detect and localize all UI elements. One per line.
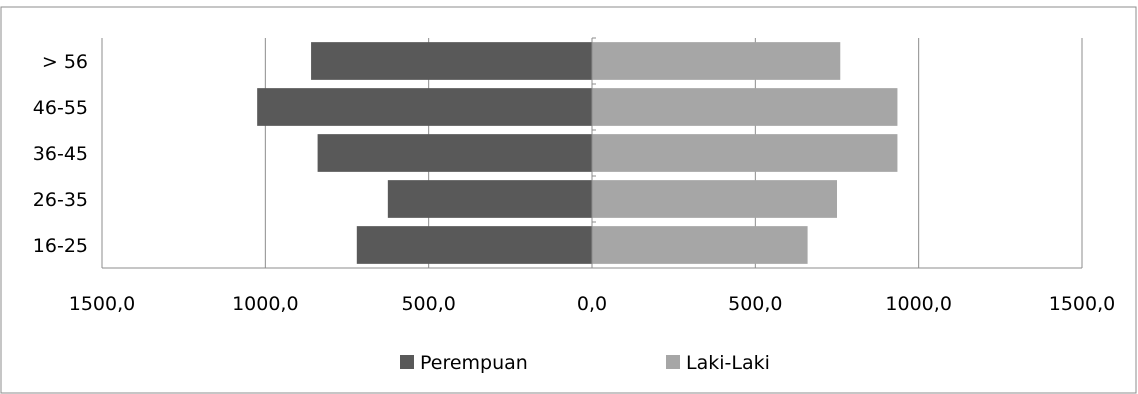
- axes: [102, 37, 1082, 269]
- legend-label-laki-laki: Laki-Laki: [686, 352, 770, 374]
- bar-perempuan-4655: [257, 88, 592, 126]
- x-axis-labels: 1500,0 1000,0 500,0 0,0 500,0 1000,0 1500,0: [69, 293, 1115, 315]
- category-label: 36-45: [33, 143, 88, 165]
- x-tick-label: 1500,0: [1049, 293, 1115, 315]
- x-tick-label: 1000,0: [885, 293, 951, 315]
- bar-perempuan-2635: [387, 180, 592, 218]
- x-tick-label: 0,0: [577, 293, 607, 315]
- legend-label-perempuan: Perempuan: [420, 352, 528, 374]
- bars: [257, 42, 898, 264]
- category-label: 26-35: [33, 189, 88, 211]
- legend: Perempuan Laki-Laki: [400, 352, 770, 374]
- x-tick-label: 500,0: [401, 293, 455, 315]
- x-tick-label: 1000,0: [232, 293, 298, 315]
- legend-swatch-laki-laki: [666, 355, 680, 369]
- category-label: 46-55: [33, 97, 88, 119]
- y-axis-labels: 16-25 26-35 36-45 46-55 > 56: [33, 51, 88, 257]
- bar-perempuan-3645: [317, 134, 592, 172]
- bar-laki-laki-2635: [592, 180, 837, 218]
- bar-laki-laki-56: [592, 42, 841, 80]
- bar-perempuan-1625: [356, 226, 592, 264]
- x-tick-label: 1500,0: [69, 293, 135, 315]
- bar-laki-laki-3645: [592, 134, 898, 172]
- category-label: 16-25: [33, 235, 88, 257]
- bar-laki-laki-4655: [592, 88, 898, 126]
- x-tick-label: 500,0: [728, 293, 782, 315]
- bar-laki-laki-1625: [592, 226, 808, 264]
- category-label: > 56: [42, 51, 88, 73]
- bar-perempuan-56: [311, 42, 592, 80]
- legend-swatch-perempuan: [400, 355, 414, 369]
